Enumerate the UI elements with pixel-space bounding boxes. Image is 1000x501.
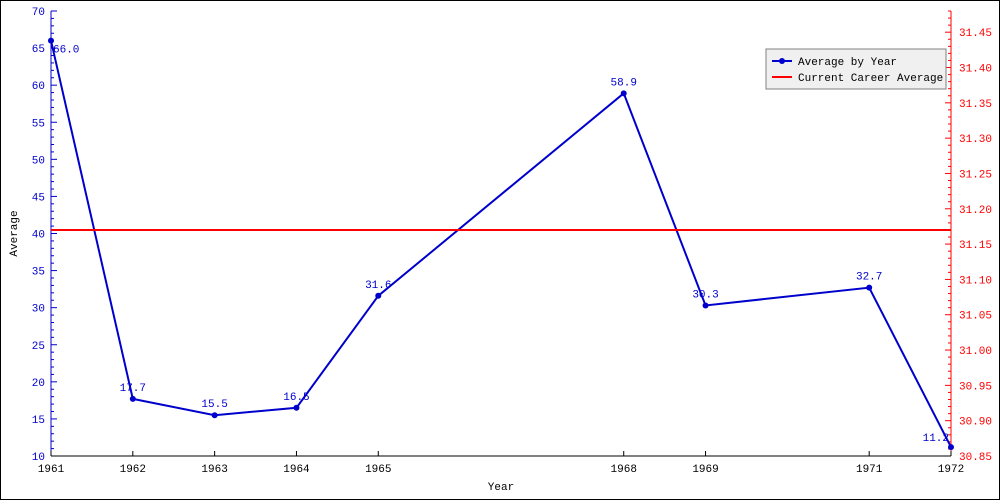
y-left-tick-label: 45 xyxy=(32,192,45,204)
y-left-tick-label: 15 xyxy=(32,415,45,427)
y-right-tick-label: 31.05 xyxy=(959,311,992,323)
point-label: 66.0 xyxy=(53,45,79,57)
point-label: 16.5 xyxy=(283,392,309,404)
y-left-axis-label: Average xyxy=(9,210,21,256)
point-label: 30.3 xyxy=(692,289,718,301)
y-right-tick-label: 31.30 xyxy=(959,134,992,146)
x-tick-label: 1969 xyxy=(692,464,718,476)
legend-label: Average by Year xyxy=(798,57,897,69)
series-marker xyxy=(212,412,218,418)
x-tick-label: 1964 xyxy=(283,464,310,476)
y-left-tick-label: 70 xyxy=(32,7,45,19)
series-marker xyxy=(375,293,381,299)
x-tick-label: 1965 xyxy=(365,464,391,476)
y-right-tick-label: 30.90 xyxy=(959,417,992,429)
y-right-tick-label: 31.15 xyxy=(959,240,992,252)
y-right-tick-label: 31.20 xyxy=(959,205,992,217)
y-left-tick-label: 30 xyxy=(32,304,45,316)
y-right-tick-label: 31.45 xyxy=(959,28,992,40)
series-marker xyxy=(293,405,299,411)
y-right-tick-label: 30.85 xyxy=(959,452,992,464)
series-marker xyxy=(621,90,627,96)
chart-svg: 10 15 20 25 30 35 40 45 50 55 60 65 70 Average 30.85 30… xyxy=(1,1,1000,501)
y-right-tick-label: 30.95 xyxy=(959,381,992,393)
y-left-tick-label: 20 xyxy=(32,378,45,390)
y-left-tick-label: 65 xyxy=(32,44,45,56)
series-marker xyxy=(703,302,709,308)
series-marker xyxy=(48,38,54,44)
x-axis-label: Year xyxy=(488,482,514,494)
y-right-tick-label: 31.10 xyxy=(959,275,992,287)
y-right-tick-label: 31.40 xyxy=(959,64,992,76)
y-left-tick-label: 10 xyxy=(32,452,45,464)
y-right-tick-label: 31.00 xyxy=(959,346,992,358)
x-tick-label: 1963 xyxy=(201,464,227,476)
y-left-tick-label: 55 xyxy=(32,118,45,130)
point-label: 11.2 xyxy=(923,433,949,445)
y-left-tick-label: 40 xyxy=(32,230,45,242)
y-left-tick-label: 35 xyxy=(32,267,45,279)
point-label: 32.7 xyxy=(856,272,882,284)
y-left-tick-label: 50 xyxy=(32,155,45,167)
y-left-tick-label: 25 xyxy=(32,341,45,353)
x-tick-label: 1968 xyxy=(611,464,637,476)
point-label: 58.9 xyxy=(611,77,637,89)
point-label: 15.5 xyxy=(201,399,227,411)
point-label: 17.7 xyxy=(120,383,146,395)
x-tick-label: 1961 xyxy=(38,464,65,476)
x-tick-label: 1972 xyxy=(938,464,964,476)
legend-label: Current Career Average xyxy=(798,73,943,85)
y-left-tick-label: 60 xyxy=(32,81,45,93)
line-chart: 10 15 20 25 30 35 40 45 50 55 60 65 70 Average 30.85 30… xyxy=(0,0,1000,500)
y-right-tick-label: 31.35 xyxy=(959,99,992,111)
series-marker xyxy=(130,396,136,402)
series-marker xyxy=(866,285,872,291)
x-tick-label: 1962 xyxy=(120,464,146,476)
point-label: 31.6 xyxy=(365,280,391,292)
y-right-tick-label: 31.25 xyxy=(959,169,992,181)
series-line-0 xyxy=(51,41,951,447)
x-tick-label: 1971 xyxy=(856,464,883,476)
legend-marker xyxy=(779,58,785,64)
